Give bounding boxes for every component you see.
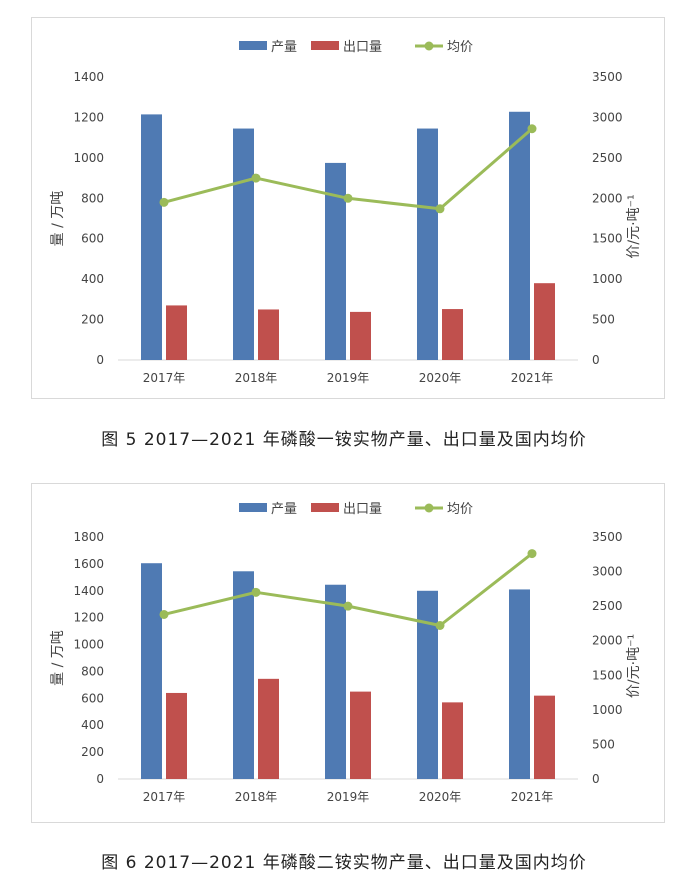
price-point xyxy=(251,173,261,183)
price-point xyxy=(343,193,353,203)
legend-entry: 均价 xyxy=(447,40,473,55)
bar-production xyxy=(509,111,530,360)
y-tick-label: 1800 xyxy=(73,530,104,544)
price-point xyxy=(435,621,445,631)
price-point xyxy=(251,587,261,597)
legend-swatch xyxy=(311,41,339,50)
y2-tick-label: 2000 xyxy=(592,634,623,648)
x-tick-label: 2019年 xyxy=(327,790,370,804)
bar-export xyxy=(442,702,463,779)
x-tick-label: 2019年 xyxy=(327,371,370,385)
y-tick-label: 1400 xyxy=(73,584,104,598)
y2-tick-label: 3000 xyxy=(592,110,623,124)
y2-tick-label: 500 xyxy=(592,737,615,751)
price-point xyxy=(435,204,445,214)
x-tick-label: 2021年 xyxy=(511,371,554,385)
figure-5-caption: 图 5 2017—2021 年磷酸一铵实物产量、出口量及国内均价 xyxy=(101,430,587,450)
bar-production xyxy=(325,162,346,360)
y2-tick-label: 3500 xyxy=(592,70,623,84)
chart-figure-5: 0 200 400 600 800 1000 1200 1400 0 500 1000 1500 200… xyxy=(31,17,665,399)
y2-tick-label: 1500 xyxy=(592,232,623,246)
legend-swatch xyxy=(239,503,267,512)
bar-export xyxy=(166,305,187,360)
bar-export xyxy=(350,311,371,360)
y-tick-label: 0 xyxy=(96,353,104,367)
figure-6-caption: 图 6 2017—2021 年磷酸二铵实物产量、出口量及国内均价 xyxy=(101,853,587,873)
y-tick-label: 1600 xyxy=(73,557,104,571)
y2-tick-label: 3000 xyxy=(592,565,623,579)
legend-entry: 产量 xyxy=(271,502,297,517)
bar-export xyxy=(350,691,371,779)
y-tick-label: 1000 xyxy=(73,638,104,652)
legend-swatch xyxy=(239,41,267,50)
bar-production xyxy=(233,128,254,360)
legend-swatch xyxy=(311,503,339,512)
legend-entry: 出口量 xyxy=(343,502,382,517)
bar-production xyxy=(233,571,254,779)
y2-tick-label: 0 xyxy=(592,353,600,367)
bar-production xyxy=(141,114,162,361)
bar-export xyxy=(258,678,279,779)
legend-entry: 均价 xyxy=(447,502,473,517)
y-tick-label: 600 xyxy=(81,232,104,246)
y-tick-label: 0 xyxy=(96,772,104,786)
x-tick-label: 2020年 xyxy=(419,371,462,385)
y-tick-label: 200 xyxy=(81,745,104,759)
y-tick-label: 400 xyxy=(81,272,104,286)
y2-tick-label: 1000 xyxy=(592,272,623,286)
x-tick-label: 2021年 xyxy=(511,790,554,804)
y2-tick-label: 500 xyxy=(592,313,615,327)
y2-tick-label: 2000 xyxy=(592,191,623,205)
chart-5-svg: 0 200 400 600 800 1000 1200 1400 0 500 1000 1500 200… xyxy=(50,40,642,385)
bar-production xyxy=(325,584,346,779)
y-tick-label: 200 xyxy=(81,313,104,327)
bar-export xyxy=(534,695,555,779)
y2-tick-label: 1500 xyxy=(592,668,623,682)
price-point xyxy=(343,601,353,611)
y-tick-label: 800 xyxy=(81,664,104,678)
y-tick-label: 1200 xyxy=(73,110,104,124)
y-tick-label: 1200 xyxy=(73,611,104,625)
legend-entry: 出口量 xyxy=(343,40,382,55)
price-point xyxy=(527,124,537,134)
y-tick-label: 600 xyxy=(81,691,104,705)
price-point xyxy=(159,197,169,207)
y2-tick-label: 2500 xyxy=(592,599,623,613)
y-tick-label: 1400 xyxy=(73,70,104,84)
y-tick-label: 400 xyxy=(81,718,104,732)
y-tick-label: 800 xyxy=(81,191,104,205)
bar-export xyxy=(534,283,555,360)
bar-export xyxy=(442,309,463,360)
y-axis-title: 量 / 万吨 xyxy=(50,630,66,686)
price-point xyxy=(159,609,169,619)
y2-axis-title: 价/元·吨⁻¹ xyxy=(626,194,642,258)
y2-tick-label: 1000 xyxy=(592,703,623,717)
chart-figure-6: 0 200 400 600 800 1000 1200 1400 1600 1800 0 500 100… xyxy=(31,483,665,823)
y2-tick-label: 2500 xyxy=(592,151,623,165)
bar-export xyxy=(258,309,279,360)
y2-tick-label: 0 xyxy=(592,772,600,786)
x-tick-label: 2018年 xyxy=(235,371,278,385)
chart-6-svg: 0 200 400 600 800 1000 1200 1400 1600 1800 0 500 100… xyxy=(50,502,642,804)
x-tick-label: 2017年 xyxy=(143,371,186,385)
y2-axis-title: 价/元·吨⁻¹ xyxy=(626,634,642,698)
price-line xyxy=(163,552,533,628)
y-tick-label: 1000 xyxy=(73,151,104,165)
price-point xyxy=(527,549,537,559)
bar-production xyxy=(417,128,438,360)
legend-marker xyxy=(424,41,434,51)
y-axis-title: 量 / 万吨 xyxy=(50,191,66,247)
legend-marker xyxy=(424,503,434,513)
bar-production xyxy=(509,589,530,779)
bar-production xyxy=(141,563,162,779)
x-tick-label: 2020年 xyxy=(419,790,462,804)
y2-tick-label: 3500 xyxy=(592,530,623,544)
x-tick-label: 2017年 xyxy=(143,790,186,804)
legend-entry: 产量 xyxy=(271,40,297,55)
bar-export xyxy=(166,692,187,779)
bar-production xyxy=(417,590,438,779)
x-tick-label: 2018年 xyxy=(235,790,278,804)
